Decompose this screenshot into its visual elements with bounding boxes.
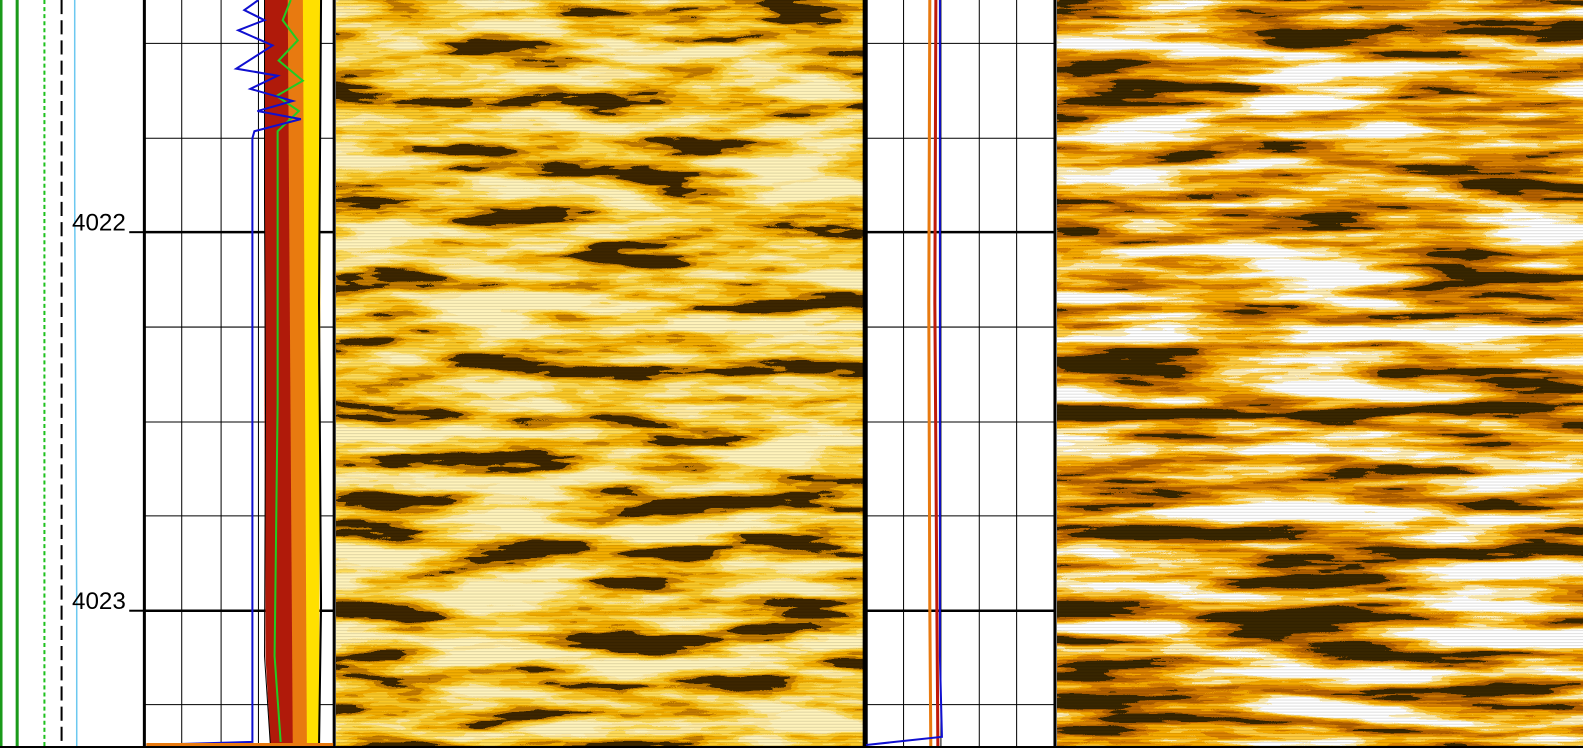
curve-line: [146, 0, 302, 746]
curve-line: [933, 0, 940, 748]
track-4: [864, 0, 1057, 748]
scan-lines: [336, 0, 864, 748]
curve-fill: [302, 0, 322, 748]
track-1: 4022 4023: [0, 0, 145, 748]
image-track-2: [1053, 0, 1583, 748]
curve-line: [866, 0, 943, 746]
curve-line: [927, 0, 933, 748]
track-2: [142, 0, 336, 748]
curve-line: [318, 0, 323, 748]
depth-label: 4022: [72, 209, 126, 236]
image-track-1: [336, 0, 866, 748]
scan-lines: [1057, 0, 1583, 748]
curve-line: [264, 0, 272, 748]
depth-label: 4023: [72, 588, 126, 615]
curve-line: [73, 0, 78, 748]
